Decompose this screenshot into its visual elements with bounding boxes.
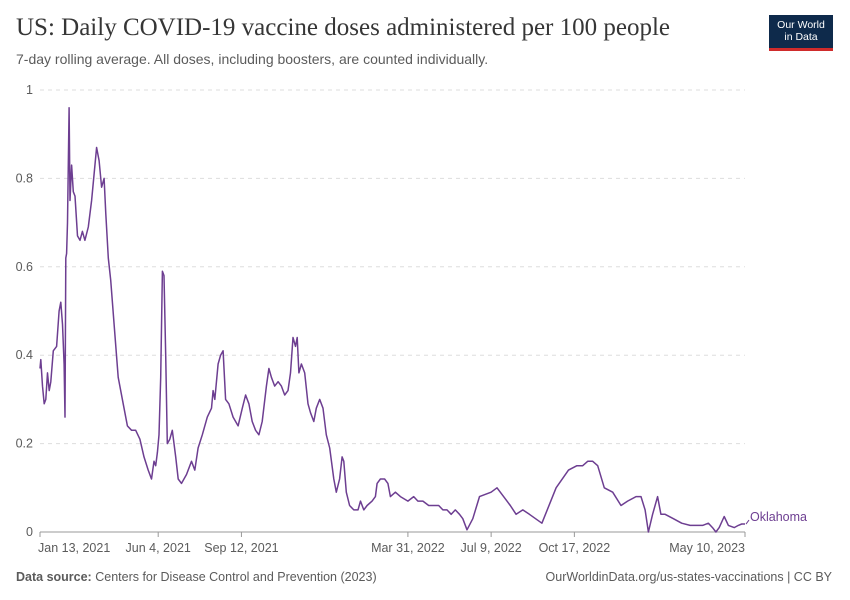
x-tick-label: May 10, 2023 <box>669 541 745 555</box>
series-line-oklahoma[interactable] <box>39 106 745 533</box>
series-label-oklahoma[interactable]: Oklahoma <box>750 510 807 524</box>
x-tick-label: Sep 12, 2021 <box>204 541 278 555</box>
y-tick-label: 0 <box>26 525 33 539</box>
grid-layer <box>40 89 745 445</box>
data-source-text[interactable]: Centers for Disease Control and Preventi… <box>95 570 377 584</box>
y-tick-label: 0.4 <box>16 348 33 362</box>
chart-title: US: Daily COVID-19 vaccine doses adminis… <box>16 14 671 41</box>
y-tick-label: 0.6 <box>16 260 33 274</box>
source-url[interactable]: OurWorldinData.org/us-states-vaccination… <box>545 570 832 584</box>
logo-line-1: Our World <box>777 19 825 31</box>
data-source-label: Data source: <box>16 570 92 584</box>
y-tick-label: 0.8 <box>16 171 33 185</box>
y-tick-label: 0.2 <box>16 437 33 451</box>
logo-line-2: in Data <box>784 31 818 43</box>
series-label-connector <box>745 519 750 525</box>
data-source: Data source: Centers for Disease Control… <box>16 570 377 584</box>
x-tick-label: Jun 4, 2021 <box>126 541 191 555</box>
x-tick-label: Mar 31, 2022 <box>371 541 445 555</box>
label-layer: Oklahoma <box>745 510 807 525</box>
x-tick-label: Oct 17, 2022 <box>539 541 611 555</box>
owid-logo[interactable]: Our World in Data <box>769 15 833 51</box>
axis-layer: 0 0.2 0.4 0.6 0.8 1 Jan 13, 2021 Jun 4, 2021 Sep… <box>16 83 746 555</box>
y-tick-label: 1 <box>26 83 33 97</box>
chart-subtitle: 7-day rolling average. All doses, includ… <box>16 51 489 67</box>
x-tick-label: Jan 13, 2021 <box>38 541 110 555</box>
x-tick-label: Jul 9, 2022 <box>461 541 522 555</box>
series-layer <box>39 106 745 533</box>
